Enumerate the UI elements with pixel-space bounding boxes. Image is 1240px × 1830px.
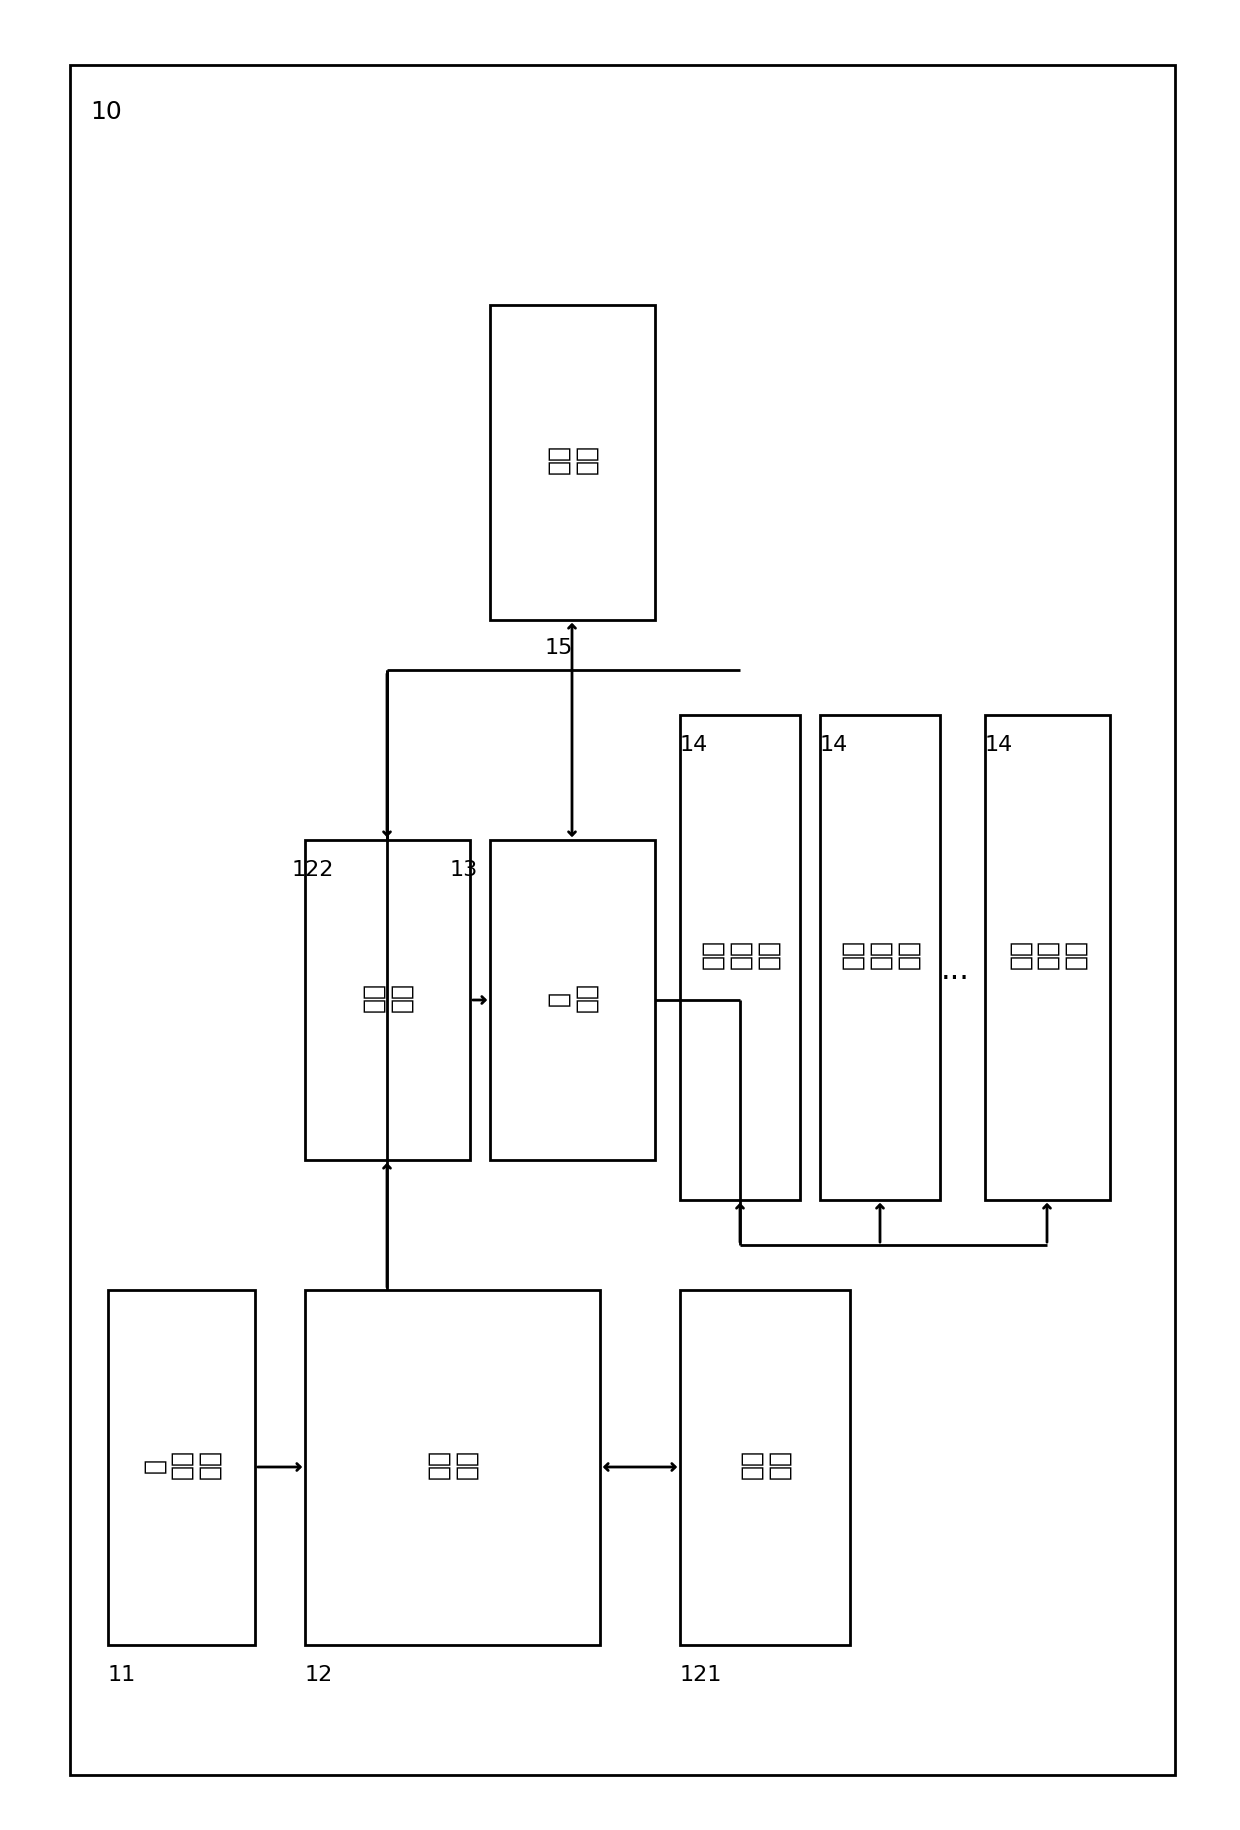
Bar — [680, 716, 800, 1200]
Bar — [490, 306, 655, 620]
Text: 14: 14 — [985, 736, 1013, 756]
Bar — [490, 840, 655, 1160]
Bar — [985, 716, 1110, 1200]
Text: 10: 10 — [91, 101, 122, 124]
Text: 感应
天线: 感应 天线 — [547, 448, 599, 478]
Text: 122: 122 — [291, 860, 335, 880]
Text: 11: 11 — [108, 1665, 136, 1685]
Bar — [305, 1290, 600, 1645]
Text: 感应
器: 感应 器 — [547, 985, 599, 1016]
Text: 功能
电子
元件: 功能 电子 元件 — [701, 942, 780, 972]
Text: 功能
电子
元件: 功能 电子 元件 — [1008, 942, 1087, 972]
Text: 微控
制器: 微控 制器 — [427, 1453, 479, 1482]
Text: 电源
供应
器: 电源 供应 器 — [141, 1453, 221, 1482]
Bar — [69, 66, 1176, 1775]
Bar — [108, 1290, 255, 1645]
Text: 功能
电子
元件: 功能 电子 元件 — [841, 942, 920, 972]
Bar — [680, 1290, 849, 1645]
Text: ...: ... — [941, 955, 970, 985]
Text: 13: 13 — [450, 860, 479, 880]
Text: 14: 14 — [680, 736, 708, 756]
Text: 15: 15 — [546, 639, 573, 659]
Text: 121: 121 — [680, 1665, 723, 1685]
Text: 重量
电路: 重量 电路 — [362, 985, 413, 1016]
Text: 计时
电路: 计时 电路 — [739, 1453, 791, 1482]
Text: 14: 14 — [820, 736, 848, 756]
Bar — [820, 716, 940, 1200]
Text: 12: 12 — [305, 1665, 334, 1685]
Bar — [305, 840, 470, 1160]
